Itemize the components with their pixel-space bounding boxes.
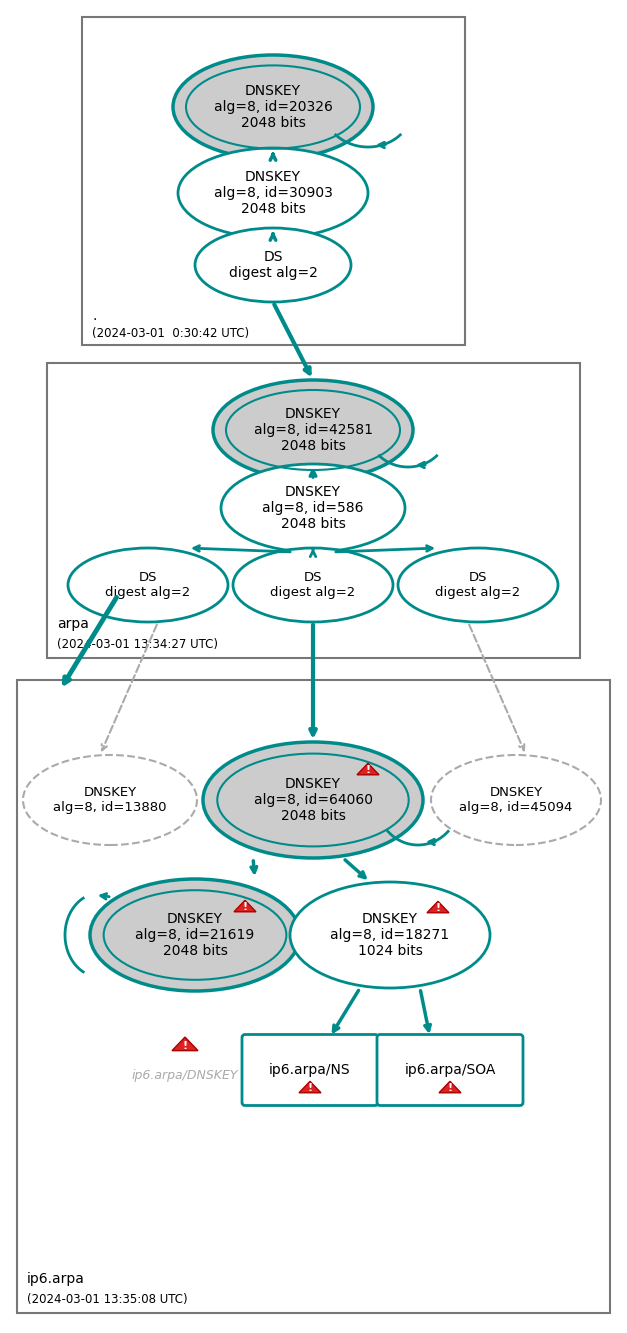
Polygon shape: [172, 1037, 198, 1050]
FancyBboxPatch shape: [17, 680, 610, 1313]
Text: !: !: [182, 1041, 187, 1050]
Ellipse shape: [221, 464, 405, 552]
Text: (2024-03-01  0:30:42 UTC): (2024-03-01 0:30:42 UTC): [92, 327, 249, 340]
Text: .: .: [92, 309, 97, 323]
Text: !: !: [243, 902, 248, 913]
Text: DS
digest alg=2: DS digest alg=2: [435, 571, 520, 599]
Text: DNSKEY
alg=8, id=586
2048 bits: DNSKEY alg=8, id=586 2048 bits: [262, 485, 364, 531]
Polygon shape: [357, 764, 379, 774]
Text: arpa: arpa: [57, 617, 89, 631]
Text: ip6.arpa/DNSKEY: ip6.arpa/DNSKEY: [132, 1069, 238, 1081]
FancyBboxPatch shape: [82, 17, 465, 345]
Text: !: !: [307, 1084, 313, 1093]
Text: DS
digest alg=2: DS digest alg=2: [105, 571, 191, 599]
Polygon shape: [439, 1081, 461, 1093]
Ellipse shape: [173, 55, 373, 159]
FancyBboxPatch shape: [242, 1034, 378, 1105]
Text: DNSKEY
alg=8, id=18271
1024 bits: DNSKEY alg=8, id=18271 1024 bits: [330, 912, 450, 958]
Ellipse shape: [213, 380, 413, 480]
Ellipse shape: [68, 548, 228, 623]
Ellipse shape: [290, 882, 490, 988]
Text: !: !: [448, 1084, 453, 1093]
Text: DNSKEY
alg=8, id=21619
2048 bits: DNSKEY alg=8, id=21619 2048 bits: [135, 912, 255, 958]
Text: DNSKEY
alg=8, id=30903
2048 bits: DNSKEY alg=8, id=30903 2048 bits: [214, 169, 332, 216]
Text: (2024-03-01 13:35:08 UTC): (2024-03-01 13:35:08 UTC): [27, 1293, 187, 1306]
Text: ip6.arpa: ip6.arpa: [27, 1272, 85, 1286]
Text: ip6.arpa/SOA: ip6.arpa/SOA: [404, 1062, 496, 1077]
Text: (2024-03-01 13:34:27 UTC): (2024-03-01 13:34:27 UTC): [57, 639, 218, 651]
Ellipse shape: [203, 742, 423, 858]
Text: DS
digest alg=2: DS digest alg=2: [229, 249, 317, 280]
Text: !: !: [435, 904, 441, 913]
Text: !: !: [366, 765, 371, 776]
Text: DS
digest alg=2: DS digest alg=2: [270, 571, 356, 599]
Text: DNSKEY
alg=8, id=13880: DNSKEY alg=8, id=13880: [53, 786, 167, 814]
Text: ip6.arpa/NS: ip6.arpa/NS: [269, 1062, 351, 1077]
Ellipse shape: [23, 754, 197, 845]
FancyBboxPatch shape: [47, 363, 580, 659]
Polygon shape: [234, 900, 256, 912]
Text: DNSKEY
alg=8, id=20326
2048 bits: DNSKEY alg=8, id=20326 2048 bits: [214, 84, 332, 131]
Polygon shape: [299, 1081, 321, 1093]
Ellipse shape: [195, 228, 351, 303]
FancyBboxPatch shape: [377, 1034, 523, 1105]
Ellipse shape: [431, 754, 601, 845]
Ellipse shape: [178, 148, 368, 239]
Ellipse shape: [233, 548, 393, 623]
Text: DNSKEY
alg=8, id=42581
2048 bits: DNSKEY alg=8, id=42581 2048 bits: [253, 407, 372, 453]
Text: DNSKEY
alg=8, id=45094: DNSKEY alg=8, id=45094: [460, 786, 572, 814]
Ellipse shape: [398, 548, 558, 623]
Text: DNSKEY
alg=8, id=64060
2048 bits: DNSKEY alg=8, id=64060 2048 bits: [253, 777, 372, 824]
Ellipse shape: [90, 878, 300, 990]
Polygon shape: [427, 901, 449, 913]
